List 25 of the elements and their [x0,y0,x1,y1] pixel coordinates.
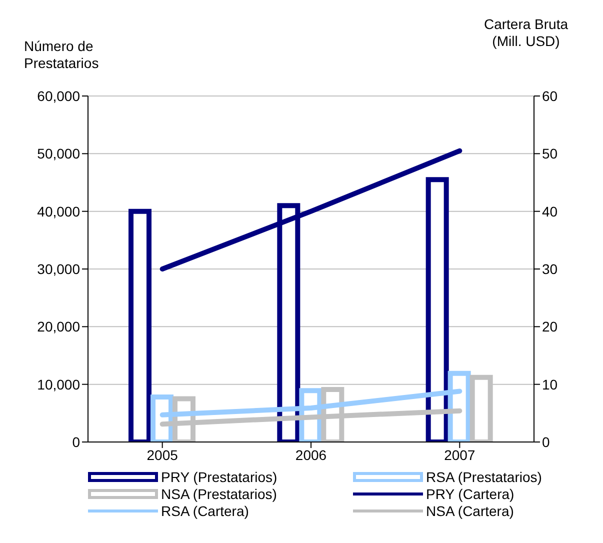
x-tick-label: 2007 [444,446,476,463]
x-tick-label: 2005 [146,446,178,463]
legend-label: NSA (Prestatarios) [161,486,277,502]
y-tick-label: 10,000 [37,376,80,392]
y-axis-title: Número de Prestatarios [24,38,100,72]
legend-label: NSA (Cartera) [426,502,514,518]
y2-tick-label: 40 [542,203,558,220]
y2-tick-label: 60 [542,88,558,104]
y2-tick-label: 0 [542,434,550,450]
y-tick-label: 30,000 [37,260,80,277]
y-tick-label: 40,000 [37,203,80,220]
y2-tick-label: 50 [542,146,558,162]
legend-label: RSA (Prestatarios) [426,468,542,484]
y-tick-label: 20,000 [37,318,80,335]
x-tick-label: 2006 [295,446,327,463]
legend-label: PRY (Cartera) [426,486,514,502]
y-tick-label: 60,000 [37,88,80,104]
y2-axis-title: Cartera Bruta (Mill. USD) [482,16,570,50]
y2-tick-label: 20 [542,318,558,335]
y2-tick-label: 30 [542,260,558,277]
legend-label: RSA (Cartera) [161,502,249,518]
y-tick-label: 0 [72,434,80,450]
y2-tick-label: 10 [542,376,558,392]
y-tick-label: 50,000 [37,146,80,162]
legend-label: PRY (Prestatarios) [161,468,278,484]
